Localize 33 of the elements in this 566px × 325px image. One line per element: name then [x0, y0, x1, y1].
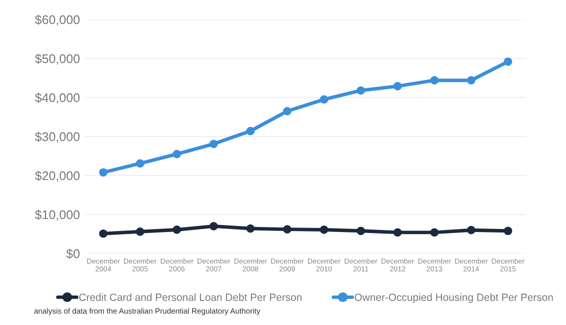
point: [430, 228, 439, 237]
point: [356, 226, 365, 236]
y-tick-label: $50,000: [34, 54, 80, 65]
point: [356, 86, 365, 95]
y-tick-label: $40,000: [34, 92, 80, 104]
y-tick-label: $60,000: [34, 14, 80, 26]
point: [172, 150, 182, 158]
y-tick-label: $10,000: [34, 210, 80, 221]
point: [320, 226, 328, 234]
point: [99, 229, 108, 238]
legend-label: Credit Card and Personal Loan Debt Per Person: [79, 293, 302, 301]
point: [283, 106, 292, 116]
point: [467, 226, 476, 234]
point: [504, 226, 512, 236]
point: [393, 82, 402, 90]
point: [136, 227, 144, 236]
point: [246, 224, 255, 233]
point: [393, 228, 402, 237]
y-tick-label: $30,000: [34, 132, 80, 143]
y-tick-label: $0: [66, 248, 80, 259]
y-tick-label: $20,000: [34, 170, 80, 182]
point: [172, 226, 182, 234]
point: [246, 126, 255, 136]
point: [320, 95, 328, 104]
point: [210, 222, 218, 230]
point: [99, 168, 108, 177]
point: [467, 76, 476, 85]
legend-label: Owner-Occupied Housing Debt Per Person: [354, 293, 553, 304]
point: [504, 57, 512, 66]
point: [430, 76, 439, 85]
point: [210, 140, 218, 148]
point: [136, 159, 144, 168]
point: [283, 225, 292, 234]
